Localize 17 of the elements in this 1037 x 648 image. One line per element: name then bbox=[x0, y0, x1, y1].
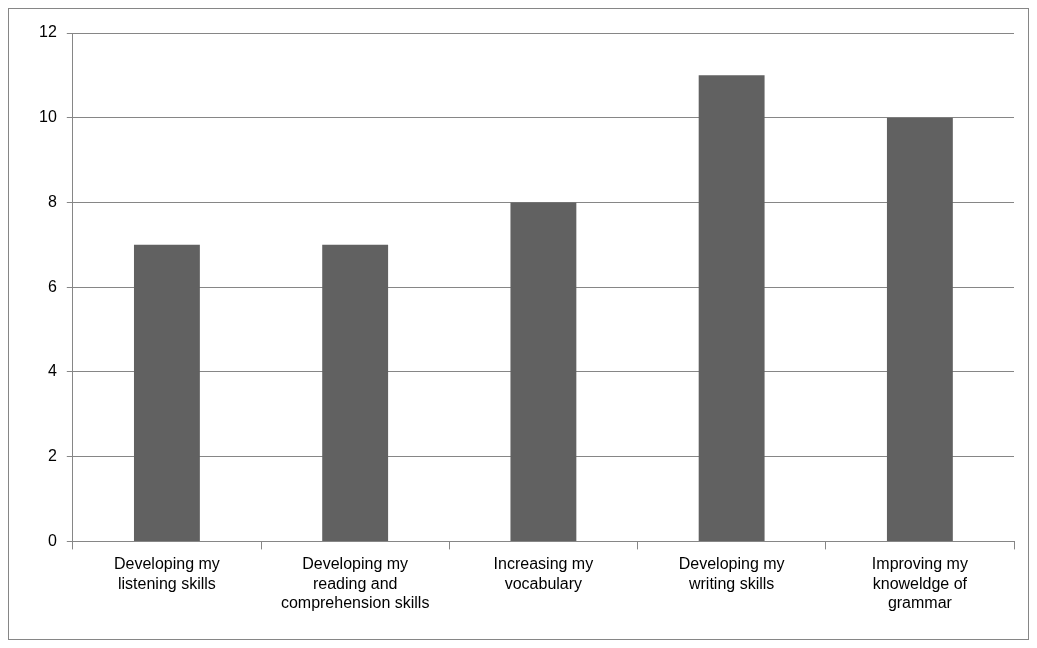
x-tick-label: Improving my knoweldge of grammar bbox=[871, 555, 968, 611]
y-tick-label: 8 bbox=[47, 192, 57, 210]
x-tick-label: Developing my listening skills bbox=[114, 555, 220, 592]
y-tick-label: 0 bbox=[47, 531, 57, 549]
bar bbox=[698, 75, 765, 541]
bar bbox=[510, 202, 577, 541]
x-tick-label: Developing my reading and comprehension skills bbox=[280, 555, 430, 611]
y-tick-label: 10 bbox=[39, 108, 57, 126]
bar bbox=[133, 244, 200, 541]
y-tick-label: 4 bbox=[47, 362, 57, 380]
y-tick-label: 2 bbox=[47, 447, 57, 465]
x-tick-label: Developing my writing skills bbox=[678, 555, 785, 592]
x-tick-label: Increasing my vocabulary bbox=[493, 555, 594, 592]
bar bbox=[886, 117, 953, 541]
bar bbox=[322, 244, 389, 541]
y-tick-label: 6 bbox=[47, 277, 57, 295]
y-tick-label: 12 bbox=[39, 23, 57, 41]
